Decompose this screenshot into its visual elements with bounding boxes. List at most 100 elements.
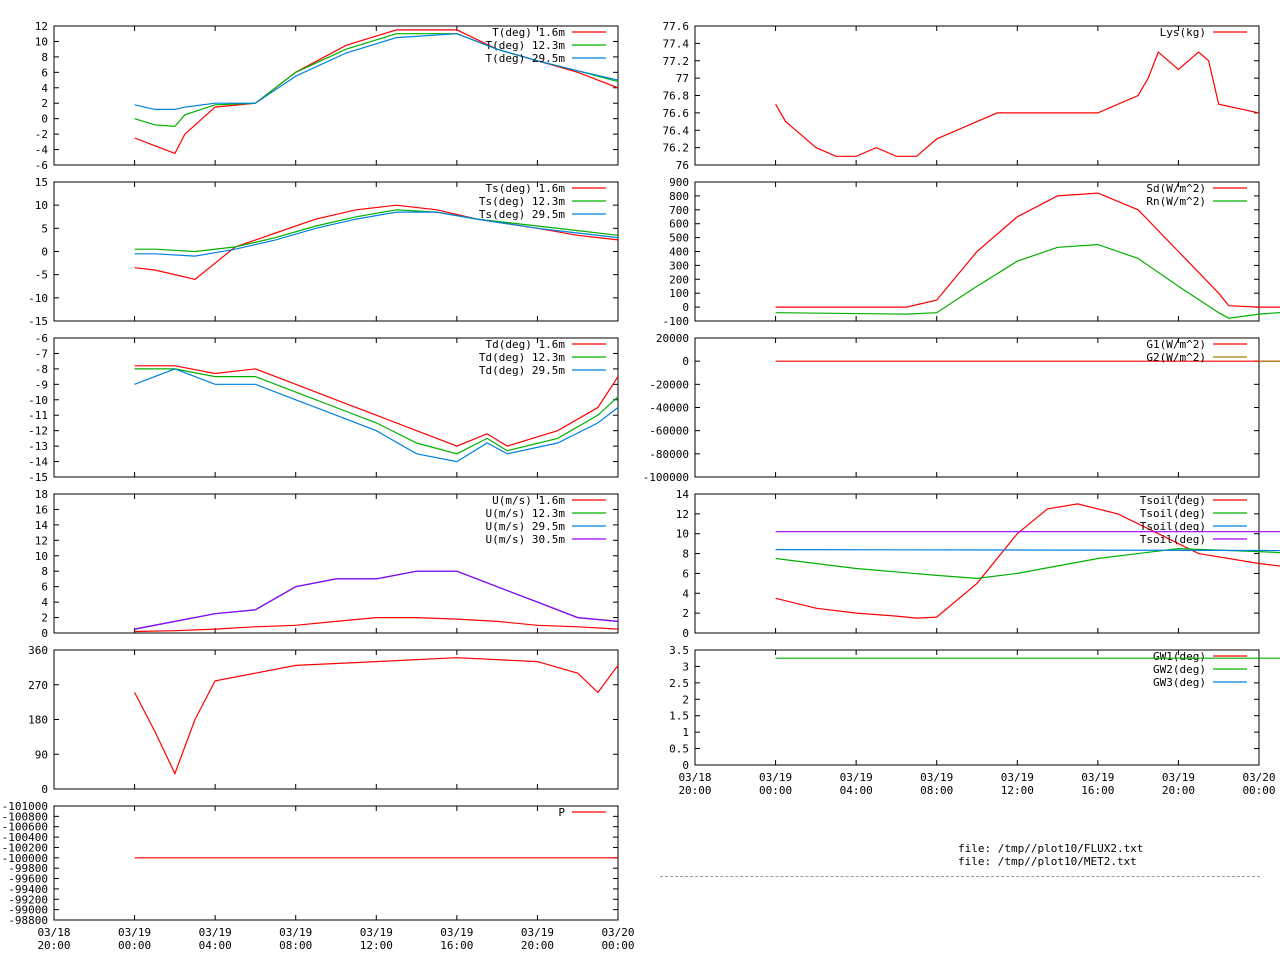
y-tick-label-4-1: 90 [35, 748, 48, 761]
y-tick-label-9-7: 14 [676, 488, 690, 501]
series-line-3-3 [134, 570, 619, 630]
x-tick-time-5-4: 12:00 [360, 939, 393, 952]
y-tick-label-6-1: 76.2 [663, 142, 690, 155]
legend-label-7-0: Sd(W/m^2) [1146, 182, 1206, 195]
y-tick-label-9-6: 12 [676, 508, 689, 521]
y-tick-label-8-4: -20000 [649, 378, 689, 391]
y-tick-label-5-1: -100800 [2, 810, 48, 823]
y-tick-label-3-2: 4 [41, 596, 48, 609]
y-tick-label-4-0: 0 [41, 783, 48, 796]
y-tick-label-1-3: 0 [41, 246, 48, 259]
y-tick-label-5-8: -99400 [8, 883, 48, 896]
legend-label-9-1: Tsoil(deg) [1140, 507, 1206, 520]
y-tick-label-2-5: -10 [28, 394, 48, 407]
series-line-0-2 [134, 33, 619, 111]
y-tick-label-7-10: 900 [669, 176, 689, 189]
x-tick-date-5-6: 03/19 [521, 926, 554, 939]
x-tick-time-5-3: 08:00 [279, 939, 312, 952]
x-tick-date-5-7: 03/20 [601, 926, 634, 939]
y-tick-label-0-9: 12 [35, 20, 48, 33]
series-line-1-1 [134, 209, 619, 253]
y-tick-label-9-1: 2 [682, 607, 689, 620]
y-tick-label-8-1: -80000 [649, 448, 689, 461]
y-tick-label-5-5: -100000 [2, 852, 48, 865]
legend-label-10-0: GW1(deg) [1153, 650, 1206, 663]
x-tick-time-10-7: 00:00 [1242, 784, 1275, 797]
legend-label-2-0: Td(deg) 1.6m [486, 338, 566, 351]
series-line-4-0 [134, 657, 619, 776]
y-tick-label-10-7: 3.5 [669, 644, 689, 657]
y-tick-label-2-0: -15 [28, 471, 48, 484]
legend-label-1-0: Ts(deg) 1.6m [486, 182, 566, 195]
legend-label-9-2: Tsoil(deg) [1140, 520, 1206, 533]
y-tick-label-10-0: 0 [682, 759, 689, 772]
x-tick-time-10-1: 00:00 [759, 784, 792, 797]
y-tick-label-9-4: 8 [682, 548, 689, 561]
y-tick-label-10-5: 2.5 [669, 677, 689, 690]
x-tick-time-10-5: 16:00 [1081, 784, 1114, 797]
y-tick-label-0-4: 2 [41, 97, 48, 110]
series-line-9-2 [775, 548, 1280, 552]
y-tick-label-2-9: -6 [35, 332, 48, 345]
y-tick-label-0-7: 8 [41, 51, 48, 64]
y-tick-label-9-2: 4 [682, 587, 689, 600]
plot-frame-4 [53, 649, 619, 790]
x-tick-date-10-4: 03/19 [1001, 771, 1034, 784]
y-tick-label-5-11: -98800 [8, 914, 48, 927]
y-tick-label-9-3: 6 [682, 567, 689, 580]
y-tick-label-7-8: 700 [669, 204, 689, 217]
y-tick-label-2-6: -9 [35, 378, 48, 391]
y-tick-label-4-2: 180 [28, 714, 48, 727]
series-line-6-0 [775, 51, 1260, 157]
y-tick-label-5-3: -100400 [2, 831, 48, 844]
x-tick-date-10-3: 03/19 [920, 771, 953, 784]
x-tick-time-10-3: 08:00 [920, 784, 953, 797]
legend-label-3-0: U(m/s) 1.6m [492, 494, 565, 507]
y-tick-label-3-8: 16 [35, 503, 48, 516]
y-tick-label-5-7: -99600 [8, 873, 48, 886]
y-tick-label-5-4: -100200 [2, 841, 48, 854]
y-tick-label-5-9: -99200 [8, 893, 48, 906]
y-tick-label-3-9: 18 [35, 488, 48, 501]
divider-line [660, 876, 1260, 877]
y-tick-label-2-2: -13 [28, 440, 48, 453]
legend-label-5-0: P [558, 806, 565, 819]
x-tick-date-5-1: 03/19 [118, 926, 151, 939]
y-tick-label-7-2: 100 [669, 287, 689, 300]
y-tick-label-0-6: 6 [41, 66, 48, 79]
y-tick-label-0-8: 10 [35, 35, 48, 48]
y-tick-label-1-0: -15 [28, 315, 48, 328]
y-tick-label-3-5: 10 [35, 550, 48, 563]
file-label-flux: file: /tmp//plot10/FLUX2.txt [958, 842, 1144, 855]
y-tick-label-4-3: 270 [28, 679, 48, 692]
legend-label-2-2: Td(deg) 29.5m [479, 364, 565, 377]
y-tick-label-0-0: -6 [35, 159, 48, 172]
y-tick-label-6-8: 77.6 [663, 20, 690, 33]
y-tick-label-10-2: 1 [682, 726, 689, 739]
plot-frame-5 [53, 805, 619, 921]
y-tick-label-10-3: 1.5 [669, 710, 689, 723]
series-line-9-0 [775, 503, 1280, 619]
y-tick-label-2-7: -8 [35, 363, 48, 376]
x-tick-date-5-0: 03/18 [37, 926, 70, 939]
y-tick-label-1-6: 15 [35, 176, 48, 189]
y-tick-label-7-7: 600 [669, 218, 689, 231]
y-tick-label-6-0: 76 [676, 159, 689, 172]
series-line-2-1 [134, 368, 619, 455]
x-tick-date-10-1: 03/19 [759, 771, 792, 784]
legend-label-0-0: T(deg) 1.6m [492, 26, 565, 39]
series-line-2-2 [134, 368, 619, 463]
y-tick-label-6-6: 77.2 [663, 55, 690, 68]
y-tick-label-6-5: 77 [676, 72, 689, 85]
x-tick-time-10-0: 20:00 [678, 784, 711, 797]
y-tick-label-2-3: -12 [28, 425, 48, 438]
x-tick-time-5-7: 00:00 [601, 939, 634, 952]
plot-frame-3 [53, 493, 619, 634]
legend-label-8-0: G1(W/m^2) [1146, 338, 1206, 351]
y-tick-label-1-4: 5 [41, 222, 48, 235]
file-label-met: file: /tmp//plot10/MET2.txt [958, 855, 1137, 868]
y-tick-label-7-6: 500 [669, 232, 689, 245]
y-tick-label-8-5: 0 [682, 355, 689, 368]
legend-label-9-3: Tsoil(deg) [1140, 533, 1206, 546]
legend-label-7-1: Rn(W/m^2) [1146, 195, 1206, 208]
